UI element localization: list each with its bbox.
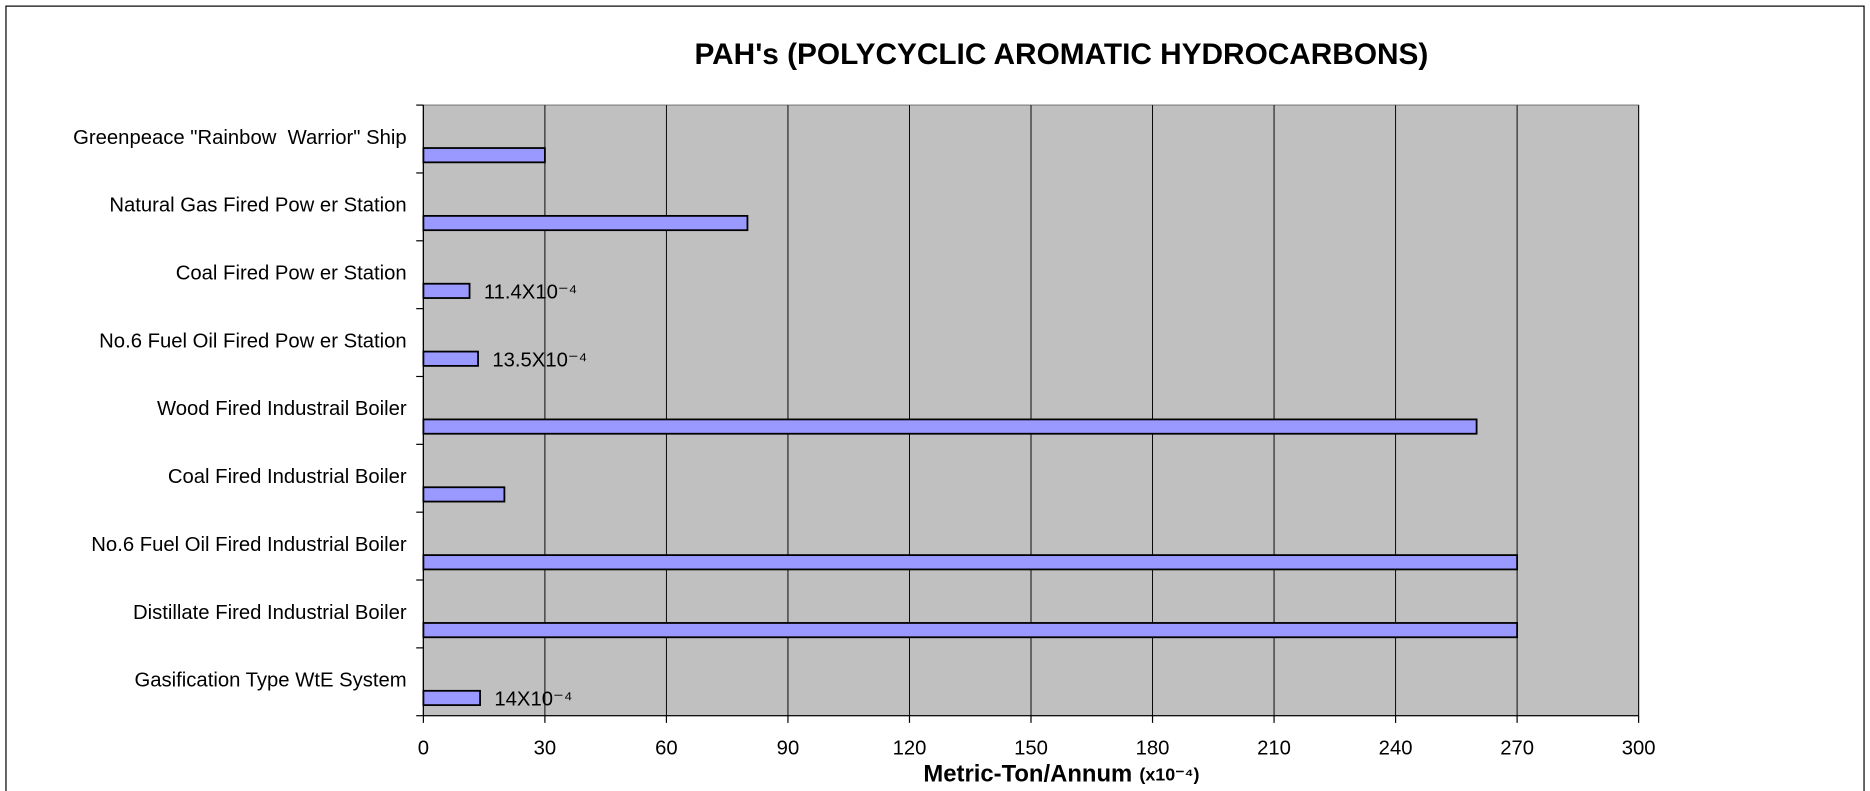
bar [422, 418, 1478, 435]
y-tick-label: Coal Fired Industrial Boiler [168, 466, 407, 488]
bar [422, 554, 1519, 571]
x-tick-label: 300 [1622, 737, 1656, 759]
bar [422, 147, 546, 164]
value-label: 13.5X10⁻⁴ [492, 349, 587, 371]
x-tick-label: 30 [534, 737, 557, 759]
bar [422, 486, 506, 503]
y-tick-label: Wood Fired Industrail Boiler [157, 398, 407, 420]
y-tick-label: Coal Fired Pow er Station [176, 263, 407, 285]
x-tick-label: 240 [1379, 737, 1413, 759]
y-tick-label: Natural Gas Fired Pow er Station [109, 195, 406, 217]
x-axis-unit: (x10⁻⁴) [1139, 764, 1199, 784]
x-tick-label: 60 [655, 737, 678, 759]
y-tick-label: No.6 Fuel Oil Fired Pow er Station [99, 330, 407, 352]
y-tick-label: No.6 Fuel Oil Fired Industrial Boiler [91, 534, 407, 556]
bar [422, 622, 1519, 639]
value-label: 14X10⁻⁴ [494, 689, 572, 711]
x-tick-label: 150 [1014, 737, 1048, 759]
x-tick-label: 0 [418, 737, 429, 759]
x-tick-label: 270 [1500, 737, 1534, 759]
bar [422, 350, 479, 367]
y-tick-label: Distillate Fired Industrial Boiler [133, 602, 407, 624]
x-tick-label: 210 [1257, 737, 1291, 759]
y-tick-label: Gasification Type WtE System [134, 670, 406, 692]
y-tick-label: Greenpeace "Rainbow Warrior" Ship [73, 127, 407, 149]
bar [422, 214, 749, 232]
x-axis-label: Metric-Ton/Annum (x10⁻⁴) [923, 761, 1199, 788]
bar [422, 282, 471, 299]
x-tick-label: 120 [893, 737, 927, 759]
value-label: 11.4X10⁻⁴ [484, 282, 577, 304]
bar [422, 689, 481, 707]
x-axis-title: Metric-Ton/Annum [923, 761, 1132, 788]
chart-title: PAH's (POLYCYCLIC AROMATIC HYDROCARBONS) [695, 38, 1429, 71]
x-tick-label: 180 [1136, 737, 1170, 759]
frame [5, 5, 1865, 791]
x-tick-label: 90 [777, 737, 800, 759]
